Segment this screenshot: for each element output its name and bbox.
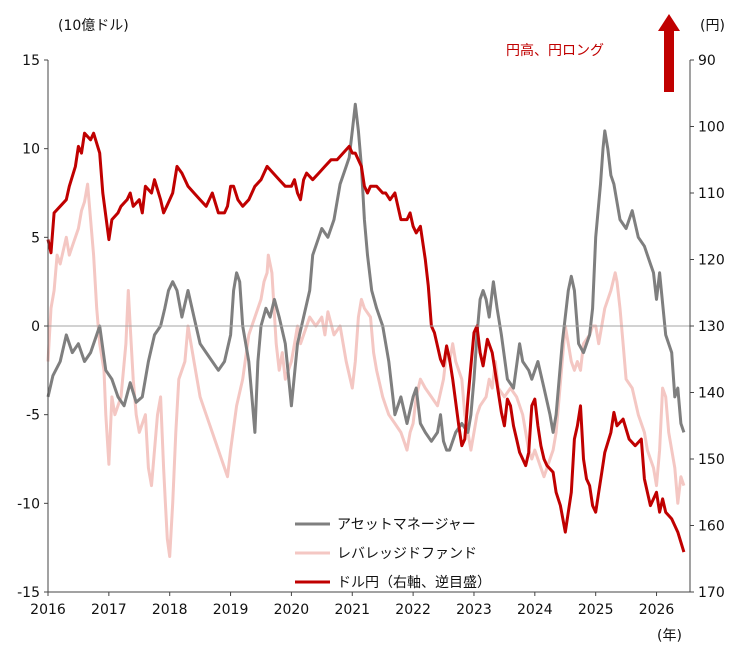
left-tick-label: 5 [31, 230, 40, 246]
right-tick-label: 110 [698, 186, 725, 202]
left-axis-ticks: 15 10 5 0 -5 -10 -15 [17, 53, 48, 601]
legend: アセットマネージャー レバレッジドファンド ドル円（右軸、逆目盛） [295, 517, 491, 591]
up-arrow-icon [658, 14, 680, 92]
x-tick-label: 2020 [274, 602, 310, 618]
x-tick-label: 2024 [517, 602, 553, 618]
left-tick-label: 10 [22, 142, 40, 158]
legend-label-asset-manager: アセットマネージャー [337, 517, 476, 533]
right-tick-label: 120 [698, 253, 725, 269]
right-tick-label: 140 [698, 386, 725, 402]
right-tick-label: 100 [698, 120, 725, 136]
series-line-asset-manager [46, 102, 686, 452]
x-tick-label: 2023 [456, 602, 492, 618]
plot-lines [46, 102, 686, 558]
x-tick-label: 2026 [639, 602, 675, 618]
x-tick-label: 2022 [395, 602, 431, 618]
left-tick-label: -10 [17, 496, 40, 512]
x-axis-unit: (年) [657, 628, 682, 644]
x-tick-label: 2019 [213, 602, 249, 618]
left-axis-unit: (10億ドル) [58, 18, 129, 34]
x-tick-label: 2021 [334, 602, 370, 618]
series-line-leveraged-fund [46, 182, 686, 558]
series-line-usdjpy [46, 131, 686, 553]
x-tick-label: 2016 [30, 602, 66, 618]
left-tick-label: 0 [31, 319, 40, 335]
x-tick-label: 2017 [91, 602, 127, 618]
right-tick-label: 160 [698, 519, 725, 535]
x-tick-label: 2025 [578, 602, 614, 618]
legend-label-usdjpy: ドル円（右軸、逆目盛） [337, 575, 491, 591]
right-axis-ticks: 90 100 110 120 130 140 150 160 170 [690, 53, 725, 601]
left-tick-label: -5 [26, 408, 40, 424]
right-axis-unit: (円) [700, 18, 725, 34]
right-tick-label: 150 [698, 452, 725, 468]
left-tick-label: -15 [17, 585, 40, 601]
legend-label-leveraged-fund: レバレッジドファンド [337, 546, 477, 562]
right-tick-label: 130 [698, 319, 725, 335]
yen-long-annotation: 円高、円ロング [506, 42, 604, 59]
x-tick-label: 2018 [152, 602, 188, 618]
right-tick-label: 170 [698, 585, 725, 601]
right-tick-label: 90 [698, 53, 716, 69]
x-axis-ticks: 2016 2017 2018 2019 2020 2021 2022 2023 2024 2025… [30, 592, 674, 618]
left-tick-label: 15 [22, 53, 40, 69]
